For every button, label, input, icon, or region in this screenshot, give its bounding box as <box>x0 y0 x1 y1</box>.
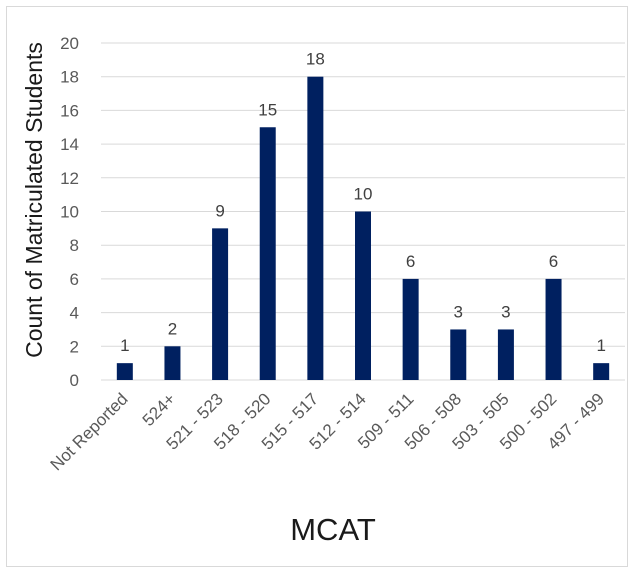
data-label: 10 <box>354 185 373 204</box>
y-tick-label: 2 <box>70 337 79 356</box>
y-tick-label: 4 <box>70 304 79 323</box>
data-label: 3 <box>454 302 463 321</box>
x-tick-label: Not Reported <box>47 389 132 474</box>
gridlines <box>101 42 625 381</box>
x-axis-title: MCAT <box>290 512 376 547</box>
data-label: 6 <box>549 252 558 271</box>
x-tick-label: 524+ <box>139 389 180 430</box>
bar <box>497 329 514 380</box>
data-label: 15 <box>258 100 277 119</box>
bar <box>164 346 181 380</box>
y-tick-label: 8 <box>70 236 79 255</box>
y-tick-label: 12 <box>60 169 79 188</box>
data-label: 1 <box>596 336 605 355</box>
bar <box>593 363 610 380</box>
y-tick-label: 10 <box>60 203 79 222</box>
y-tick-label: 20 <box>60 34 79 53</box>
bar <box>307 76 324 380</box>
bar <box>545 278 562 380</box>
y-tick-label: 6 <box>70 270 79 289</box>
data-label: 6 <box>406 252 415 271</box>
data-label: 2 <box>168 319 177 338</box>
bar <box>355 211 371 380</box>
bar <box>402 278 419 380</box>
data-label: 9 <box>215 201 224 220</box>
bar <box>450 329 467 380</box>
bar <box>259 127 276 380</box>
bars <box>116 76 610 380</box>
data-label: 1 <box>120 336 129 355</box>
data-label: 18 <box>306 50 325 69</box>
bar <box>212 228 229 380</box>
y-axis-title: Count of Matriculated Students <box>21 42 47 358</box>
y-tick-label: 14 <box>60 135 79 154</box>
y-tick-label: 18 <box>60 68 79 87</box>
y-tick-labels: 0 2 4 6 8 10 12 14 16 18 20 <box>60 34 79 390</box>
data-label: 3 <box>501 302 510 321</box>
bar <box>116 363 133 380</box>
y-tick-label: 0 <box>70 371 79 390</box>
y-tick-label: 16 <box>60 101 79 120</box>
data-labels: 1 2 9 15 18 10 6 3 3 6 1 <box>120 50 606 355</box>
